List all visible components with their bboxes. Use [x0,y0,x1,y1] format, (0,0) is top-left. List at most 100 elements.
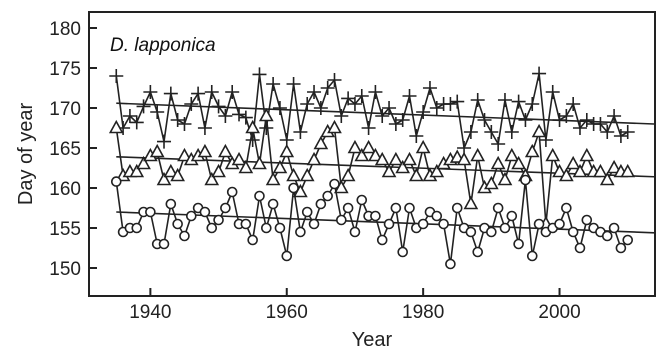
data-point [327,119,342,134]
x-tick-label: 1960 [266,302,308,323]
data-point [158,238,170,250]
data-point [593,117,608,131]
data-point [197,143,213,158]
data-point [272,101,287,115]
data-point [450,94,465,109]
data-point [497,171,513,186]
data-point [238,159,254,174]
data-point [567,226,579,238]
data-point [395,113,410,127]
data-point [211,163,226,178]
data-point [429,163,445,178]
data-point [288,182,299,194]
data-point [252,67,267,82]
data-point [170,113,185,127]
x-axis-title: Year [352,329,393,348]
data-point [395,159,411,174]
plot-frame [88,11,656,297]
data-point [336,214,347,226]
data-point [538,133,553,147]
data-point [422,81,437,95]
data-point [368,147,383,162]
data-point [150,105,165,119]
data-point [545,147,561,162]
data-point [486,226,497,238]
data-point [484,125,499,139]
data-point [179,230,190,242]
data-point [383,218,395,230]
data-point [579,147,595,162]
data-point [145,206,156,218]
data-point [313,101,328,115]
data-point [143,85,158,99]
data-point [231,151,247,166]
data-point [431,210,443,222]
species-label: D. lapponica [110,35,216,56]
data-point [525,97,540,111]
data-point [581,214,593,226]
data-point [157,134,172,149]
data-point [199,206,211,218]
data-point [504,147,520,162]
data-point [511,155,526,170]
data-point [601,230,613,242]
axis-ticks: 1940 1960 1980 2000 150 155 160 165 170 175 180 [49,19,580,323]
data-point [240,218,252,230]
y-tick-label: 175 [49,59,81,80]
data-point [225,85,240,99]
data-point [615,242,627,254]
data-point [136,99,151,114]
data-point [247,234,258,246]
data-point [388,151,404,166]
data-point [286,167,301,182]
data-point [156,171,172,186]
data-point [327,73,342,87]
x-tick-label: 1940 [129,302,171,323]
data-point [559,167,574,182]
data-point [415,139,431,154]
data-point [149,143,165,158]
data-point [261,222,272,234]
data-point [572,121,587,135]
data-point [299,167,315,182]
data-point [129,115,144,130]
data-point [347,139,363,154]
data-point [397,246,408,258]
data-point [185,210,197,222]
data-point [402,89,417,103]
data-point [477,113,492,127]
data-point [110,176,122,187]
y-tick-label: 160 [49,179,81,200]
data-point [513,238,524,250]
data-point [463,125,478,139]
data-point [443,97,458,111]
data-point [226,186,238,198]
data-point [267,198,279,210]
data-point [599,171,615,186]
data-point [504,125,519,139]
data-point [356,194,368,206]
data-point [620,163,636,178]
data-point [463,195,479,210]
data-point [342,202,354,214]
data-point [561,202,572,214]
data-point [347,97,362,111]
data-point [566,97,581,111]
data-point [438,218,449,230]
data-point [306,151,322,166]
data-point [388,117,403,131]
data-point [349,226,361,238]
data-point [220,202,231,214]
data-point [499,222,511,234]
data-point [390,202,402,214]
data-point [354,147,370,162]
data-point [129,163,145,178]
data-point [559,109,574,123]
data-point [334,109,349,123]
data-point [211,99,226,114]
series-layer [108,66,655,270]
y-tick-label: 180 [49,19,81,40]
data-point [354,89,369,103]
data-point [565,155,581,170]
